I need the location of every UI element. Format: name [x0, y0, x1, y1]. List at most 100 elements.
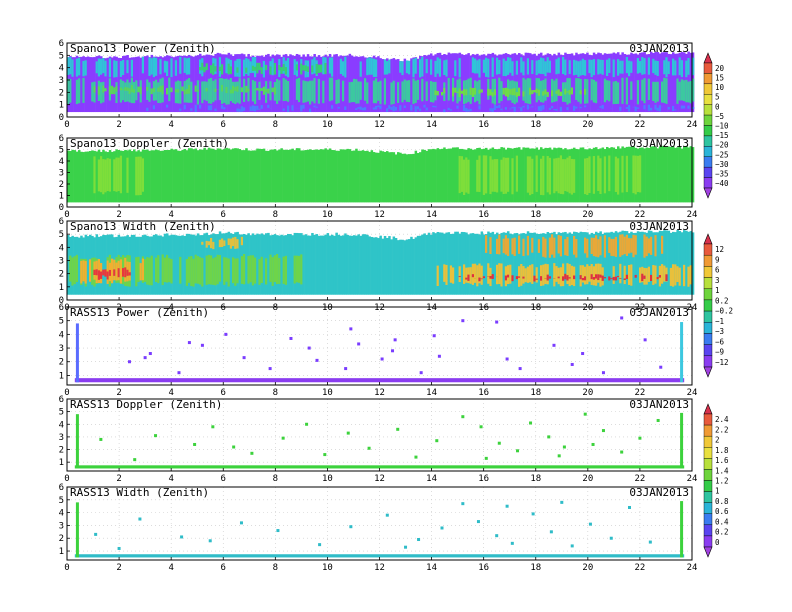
colorbar-segment [703, 310, 713, 323]
heatmap-column [419, 152, 422, 203]
heatmap-column [337, 234, 341, 295]
heatmap-column [502, 53, 506, 113]
heatmap-cell [146, 107, 149, 111]
heatmap-cell [564, 88, 567, 95]
heatmap-cell [205, 87, 209, 92]
heatmap-cell [236, 81, 239, 103]
heatmap-cell [504, 235, 508, 255]
heatmap-column [262, 56, 266, 113]
heatmap-cell [676, 78, 679, 104]
heatmap-column [667, 53, 671, 113]
colorbar-segment [703, 413, 713, 426]
heatmap-column [322, 235, 325, 295]
colorbar-segment [703, 83, 713, 95]
heatmap-cell [282, 64, 286, 72]
data-point [505, 504, 509, 508]
heatmap-cell [636, 107, 640, 109]
heatmap-cell [185, 58, 189, 75]
heatmap-cell [271, 87, 275, 93]
heatmap-column [335, 150, 338, 203]
heatmap-column [320, 235, 323, 295]
heatmap-cell [141, 56, 145, 74]
colorbar-segment [703, 288, 713, 301]
heatmap-cell [405, 80, 409, 102]
heatmap-cell [504, 60, 508, 77]
data-point [148, 352, 152, 356]
heatmap-column [623, 230, 627, 295]
heatmap-column [683, 230, 686, 295]
heatmap-column [436, 148, 440, 203]
heatmap-column [645, 54, 649, 113]
heatmap-cell [194, 254, 198, 284]
heatmap-column [628, 233, 631, 295]
heatmap-cell [119, 259, 123, 284]
colorbar-label: 2.2 [715, 425, 729, 434]
heatmap-cell [247, 88, 250, 92]
heatmap-cell [548, 60, 552, 73]
heatmap-cell [119, 79, 123, 103]
heatmap-cell [124, 87, 127, 91]
heatmap-cell [201, 241, 204, 245]
heatmap-cell [544, 263, 547, 285]
heatmap-column [368, 236, 371, 295]
heatmap-cell [465, 89, 468, 96]
x-tick-label: 10 [322, 474, 333, 484]
heatmap-cell [161, 85, 165, 95]
heatmap-cell [575, 60, 578, 75]
colorbar-label: −20 [715, 141, 729, 150]
heatmap-cell [652, 265, 655, 285]
heatmap-cell [212, 258, 215, 285]
heatmap-cell [632, 234, 635, 258]
heatmap-column [498, 148, 501, 203]
heatmap-cell [650, 274, 653, 281]
heatmap-cell [401, 81, 404, 103]
heatmap-cell [529, 156, 532, 196]
heatmap-cell [276, 78, 279, 104]
heatmap-cell [553, 80, 556, 102]
heatmap-cell [344, 56, 347, 78]
heatmap-cell [504, 157, 508, 194]
heatmap-column [540, 233, 543, 295]
heatmap-column [584, 232, 587, 295]
heatmap-cell [133, 89, 136, 93]
heatmap-cell [634, 235, 638, 255]
heatmap-cell [511, 107, 514, 109]
heatmap-column [456, 147, 459, 203]
heatmap-column [124, 149, 127, 203]
heatmap-column [370, 57, 374, 113]
heatmap-column [533, 232, 536, 295]
heatmap-column [667, 146, 671, 203]
heatmap-cell [339, 58, 343, 75]
heatmap-column [674, 232, 677, 295]
x-tick-label: 10 [322, 563, 333, 573]
heatmap-cell [570, 87, 574, 95]
heatmap-column [392, 152, 396, 203]
data-point [307, 346, 311, 350]
heatmap-column [405, 154, 409, 203]
heatmap-column [471, 54, 475, 113]
heatmap-cell [522, 238, 525, 257]
heatmap-cell [100, 82, 103, 104]
heatmap-cell [643, 78, 646, 104]
data-point [495, 534, 499, 538]
heatmap-column [144, 149, 147, 203]
heatmap-cell [498, 104, 501, 108]
heatmap-column [386, 237, 389, 295]
heatmap-column [232, 148, 235, 203]
heatmap-cell [678, 81, 682, 101]
heatmap-cell [610, 278, 613, 280]
heatmap-column [441, 148, 444, 203]
data-point [620, 316, 624, 320]
heatmap-cell [331, 77, 334, 101]
heatmap-cell [137, 256, 140, 282]
heatmap-cell [196, 89, 200, 92]
heatmap-cell [529, 87, 532, 95]
heatmap-column [320, 149, 323, 203]
heatmap-cell [562, 159, 565, 195]
heatmap-column [133, 234, 136, 295]
x-tick-label: 24 [687, 388, 698, 398]
heatmap-cell [542, 264, 545, 286]
heatmap-cell [434, 90, 437, 96]
